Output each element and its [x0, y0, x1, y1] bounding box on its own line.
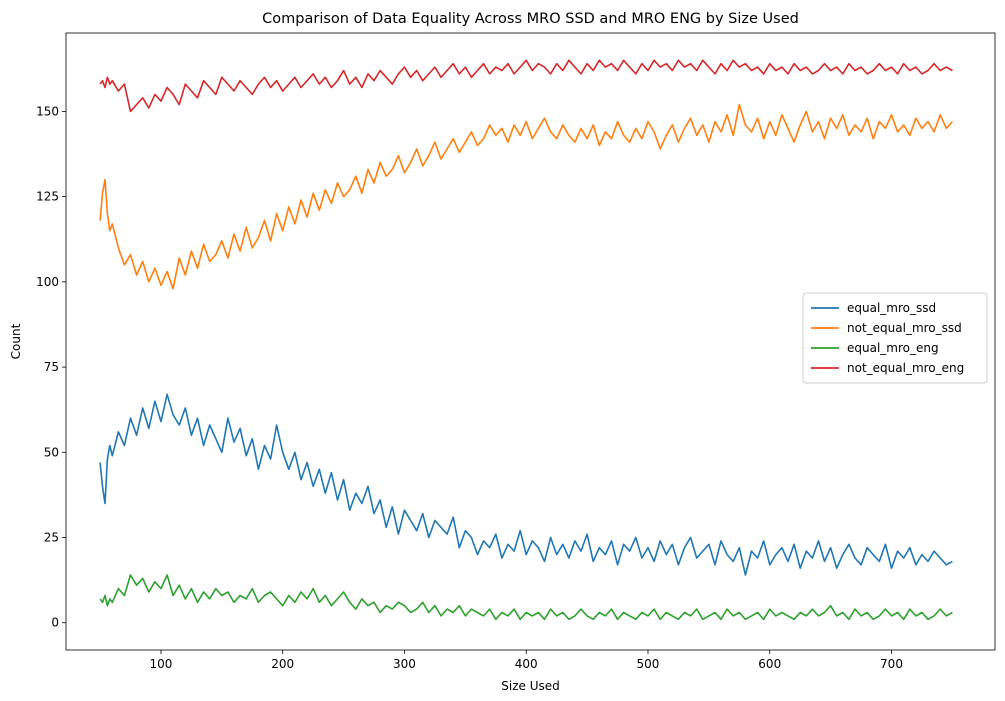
- plot-area: [99, 59, 953, 621]
- legend-entry-label: not_equal_mro_eng: [847, 361, 964, 375]
- series-line-equal-mro-eng: [99, 574, 953, 621]
- x-axis: 100 200 300 400 500 600 700: [150, 650, 903, 671]
- y-axis: 0 25 50 75 100 125 150: [36, 104, 66, 630]
- y-tick-label: 50: [44, 445, 59, 459]
- chart-title: Comparison of Data Equality Across MRO S…: [262, 11, 799, 27]
- series-line-not-equal-mro-eng: [99, 59, 953, 113]
- y-axis-label: Count: [9, 323, 23, 359]
- y-tick-label: 0: [51, 616, 59, 630]
- x-tick-label: 200: [271, 657, 294, 671]
- y-tick-label: 100: [36, 275, 59, 289]
- axes-frame: [65, 32, 996, 651]
- y-tick-label: 25: [44, 531, 59, 545]
- y-tick-label: 75: [44, 360, 59, 374]
- x-axis-label: Size Used: [501, 679, 559, 693]
- x-tick-label: 600: [758, 657, 781, 671]
- legend: equal_mro_ssd not_equal_mro_ssd equal_mro_…: [802, 292, 988, 384]
- legend-entry-label: equal_mro_eng: [847, 341, 939, 355]
- x-tick-label: 400: [515, 657, 538, 671]
- x-tick-label: 300: [393, 657, 416, 671]
- legend-box: [802, 292, 988, 384]
- x-tick-label: 100: [150, 657, 173, 671]
- series-line-equal-mro-ssd: [99, 393, 953, 576]
- y-tick-label: 150: [36, 104, 59, 118]
- legend-entry-label: not_equal_mro_ssd: [847, 321, 962, 335]
- x-tick-label: 500: [637, 657, 660, 671]
- y-tick-label: 125: [36, 190, 59, 204]
- legend-entry-label: equal_mro_ssd: [847, 301, 936, 315]
- x-tick-label: 700: [880, 657, 903, 671]
- series-line-not-equal-mro-ssd: [99, 103, 953, 290]
